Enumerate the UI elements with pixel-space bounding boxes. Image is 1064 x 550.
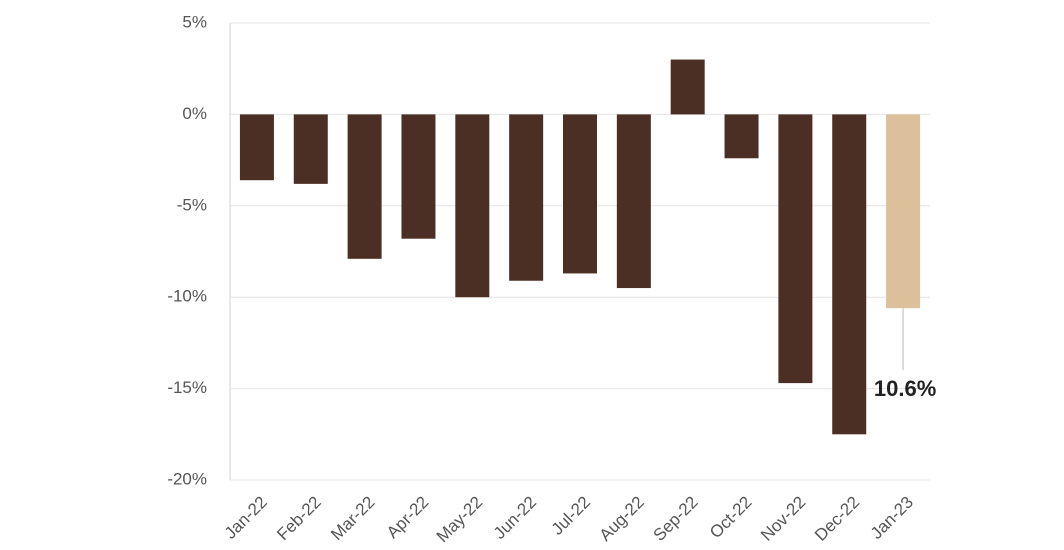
x-tick-label: Jan-22 xyxy=(221,493,271,543)
bar xyxy=(347,114,382,259)
x-tick-label: Jul-22 xyxy=(548,493,594,539)
bar xyxy=(670,59,705,115)
data-label: 10.6% xyxy=(874,376,936,401)
bar xyxy=(401,114,436,239)
x-tick-label: Sep-22 xyxy=(649,493,701,545)
bar xyxy=(616,114,651,289)
x-tick-label: Aug-22 xyxy=(596,493,648,545)
x-tick-label: Apr-22 xyxy=(383,493,433,543)
x-tick-label: Oct-22 xyxy=(706,493,756,543)
bar xyxy=(724,114,759,159)
bar xyxy=(239,114,274,181)
bar xyxy=(886,114,921,309)
y-tick-label: -5% xyxy=(177,195,207,214)
bar xyxy=(778,114,813,384)
x-tick-label: Mar-22 xyxy=(327,493,379,545)
x-tick-label: Feb-22 xyxy=(273,493,325,545)
y-tick-label: 5% xyxy=(182,12,207,31)
bar xyxy=(832,114,867,435)
x-tick-label: Dec-22 xyxy=(811,493,863,545)
y-tick-label: 0% xyxy=(182,104,207,123)
y-tick-label: -15% xyxy=(167,378,207,397)
bar xyxy=(293,114,328,184)
y-tick-label: -20% xyxy=(167,469,207,488)
bar xyxy=(455,114,490,298)
x-tick-label: Nov-22 xyxy=(757,493,809,545)
x-tick-label: Jun-22 xyxy=(490,493,540,543)
x-tick-label: Jan-23 xyxy=(867,493,917,543)
y-tick-label: -10% xyxy=(167,287,207,306)
bar xyxy=(563,114,597,274)
bar xyxy=(509,114,544,281)
x-tick-label: May-22 xyxy=(433,493,487,547)
